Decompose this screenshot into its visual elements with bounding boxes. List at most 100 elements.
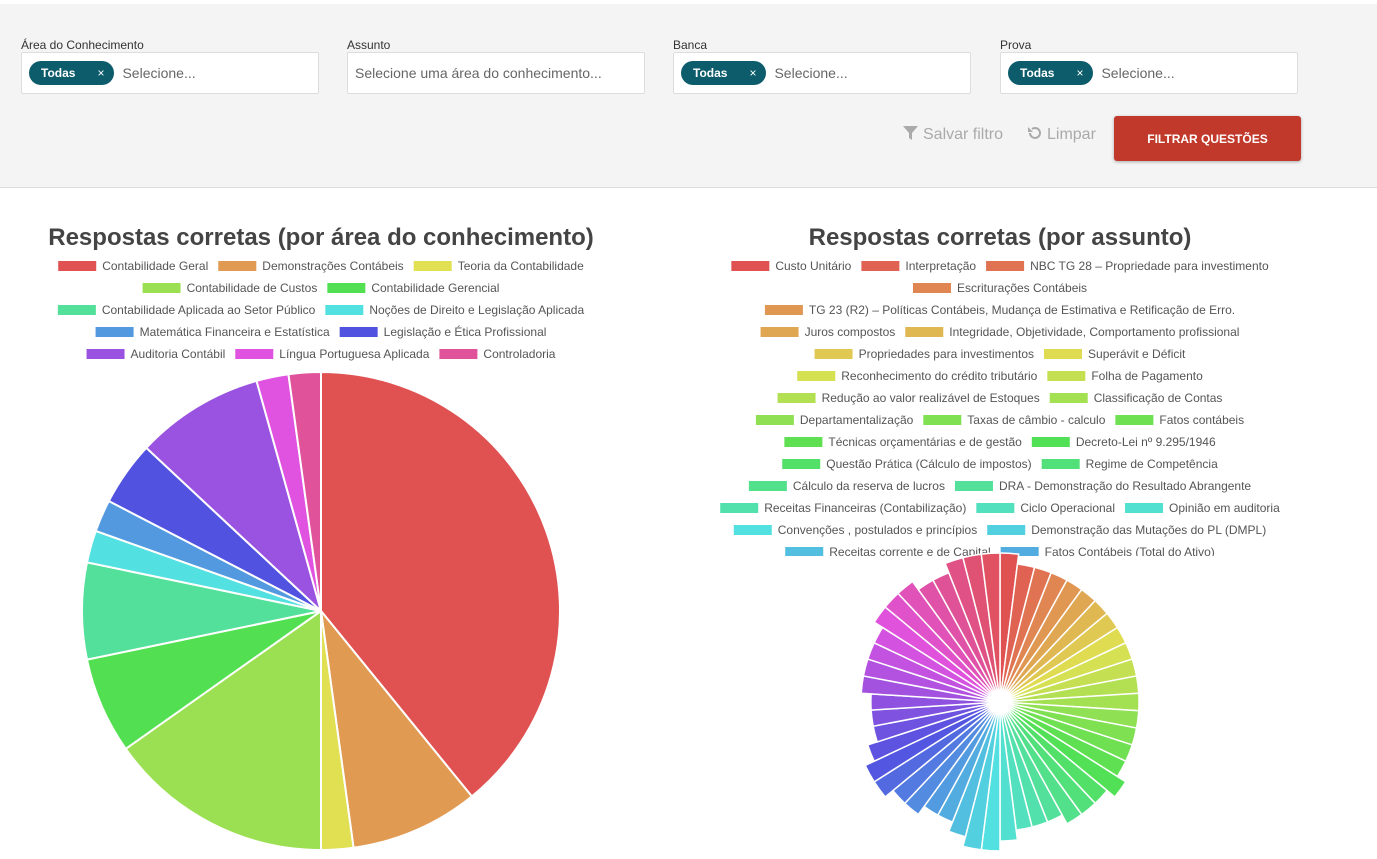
legend-swatch: [784, 437, 823, 447]
pie-slice: [320, 370, 561, 798]
legend-label: Demonstração das Mutações do PL (DMPL): [1031, 523, 1266, 537]
charts: Respostas corretas (por área do conhecim…: [48, 224, 1280, 852]
polar-slice: [999, 701, 1127, 799]
legend-swatch: [782, 459, 821, 469]
clear-text: Limpar: [1047, 126, 1096, 143]
legend-label: Redução ao valor realizável de Estoques: [822, 391, 1040, 405]
legend-label: Propriedades para investimentos: [859, 347, 1034, 361]
placeholder: Selecione...: [122, 65, 196, 81]
legend-label: DRA - Demonstração do Resultado Abrangen…: [999, 479, 1251, 493]
legend-label: Contabilidade Gerencial: [371, 281, 499, 295]
legend-label: Escriturações Contábeis: [957, 281, 1087, 295]
legend-label: Língua Portuguesa Aplicada: [279, 347, 429, 361]
legend-label: Matemática Financeira e Estatística: [140, 325, 330, 339]
legend-swatch: [1125, 503, 1164, 513]
legend-label: Integridade, Objetividade, Comportamento…: [949, 325, 1239, 339]
legend-swatch: [954, 481, 993, 491]
legend-label: Técnicas orçamentárias e de gestão: [828, 435, 1022, 449]
legend-label: Taxas de câmbio - calculo: [967, 413, 1105, 427]
filter-icon: [903, 126, 918, 140]
legend-swatch: [58, 261, 97, 271]
legend-swatch: [439, 349, 478, 359]
legend-label: Legislação e Ética Profissional: [384, 324, 547, 339]
legend-label: Contabilidade de Custos: [187, 281, 318, 295]
clear[interactable]: Limpar: [1027, 126, 1096, 144]
legend: Custo Unitário Interpretação NBC TG 28 – P…: [720, 259, 1280, 559]
chip[interactable]: Todas ×: [29, 61, 115, 85]
legend-label: Decreto-Lei nº 9.295/1946: [1076, 435, 1216, 449]
select-field[interactable]: Todas × Selecione...: [673, 52, 971, 94]
pie-slice: [319, 607, 474, 849]
legend-swatch: [748, 481, 787, 491]
legend-swatch: [764, 305, 803, 315]
chip-remove[interactable]: ×: [97, 66, 105, 80]
legend-swatch: [976, 503, 1015, 513]
polar-slice: [866, 701, 1001, 763]
legend-swatch: [327, 283, 366, 293]
legend-swatch: [1044, 349, 1083, 359]
legend-label: Controladoria: [483, 347, 555, 361]
pie-slice: [287, 370, 322, 612]
filter-bar: Área do Conhecimento Todas × Selecione... As…: [0, 0, 1377, 188]
legend-swatch: [339, 327, 378, 337]
select-field[interactable]: Todas × Selecione...: [1000, 52, 1298, 94]
legend-swatch: [95, 327, 134, 337]
polar-slice: [999, 701, 1083, 825]
legend-swatch: [912, 283, 951, 293]
legend-label: Fatos contábeis: [1159, 413, 1244, 427]
legend-label: Noções de Direito e Legislação Aplicada: [369, 303, 584, 317]
undo-icon: [1028, 127, 1041, 139]
polar-slice: [864, 701, 1001, 783]
legend-swatch: [1049, 393, 1088, 403]
legend-label: TG 23 (R2) – Políticas Contábeis, Mudanç…: [809, 303, 1235, 317]
placeholder: Selecione uma área do conhecimento...: [355, 65, 602, 81]
legend-swatch: [1041, 459, 1080, 469]
field-label: Prova: [1000, 38, 1032, 52]
submit-button[interactable]: FILTRAR QUESTÕES: [1114, 116, 1301, 161]
legend-label: Custo Unitário: [775, 259, 851, 273]
legend-swatch: [905, 327, 944, 337]
polar-slice: [896, 580, 1001, 703]
placeholder: Selecione...: [1101, 65, 1175, 81]
chip-text: Todas: [41, 66, 76, 80]
legend-swatch: [755, 415, 794, 425]
legend-label: Classificação de Contas: [1094, 391, 1223, 405]
polar-slice: [980, 552, 1001, 703]
legend-swatch: [720, 503, 759, 513]
chart-title: Respostas corretas (por assunto): [809, 224, 1192, 251]
legend-swatch: [923, 415, 962, 425]
legend-label: Contabilidade Geral: [102, 259, 208, 273]
pie-slice: [124, 609, 322, 852]
legend-swatch: [987, 525, 1026, 535]
legend-label: Teoria da Contabilidade: [458, 259, 584, 273]
legend-swatch: [731, 261, 770, 271]
legend-swatch: [218, 261, 257, 271]
chip[interactable]: Todas ×: [681, 61, 767, 85]
legend-label: Juros compostos: [805, 325, 896, 339]
legend-label: Fatos Contábeis (Total do Ativo): [1045, 545, 1215, 559]
legend-label: Departamentalização: [800, 413, 914, 427]
legend-swatch: [777, 393, 816, 403]
field-label: Área do Conhecimento: [21, 38, 144, 52]
chip[interactable]: Todas ×: [1008, 61, 1094, 85]
legend-label: Opinião em auditoria: [1169, 501, 1280, 515]
legend-swatch: [86, 349, 125, 359]
save-filter[interactable]: Salvar filtro: [903, 126, 1003, 144]
field-label: Assunto: [347, 38, 391, 52]
legend-swatch: [760, 327, 799, 337]
legend: Contabilidade Geral Demonstrações Contábe…: [57, 259, 584, 361]
legend-label: Regime de Competência: [1086, 457, 1218, 471]
legend-label: Superávit e Déficit: [1088, 347, 1186, 361]
chip-remove[interactable]: ×: [749, 66, 757, 80]
legend-label: Reconhecimento do crédito tributário: [841, 369, 1037, 383]
legend-label: Cálculo da reserva de lucros: [793, 479, 945, 493]
legend-swatch: [235, 349, 274, 359]
field-label: Banca: [673, 38, 708, 52]
legend-swatch: [861, 261, 900, 271]
select-field[interactable]: Todas × Selecione...: [21, 52, 319, 94]
legend-swatch: [1031, 437, 1070, 447]
legend-label: Ciclo Operacional: [1020, 501, 1115, 515]
select-field[interactable]: Selecione uma área do conhecimento...: [347, 52, 645, 94]
chip-remove[interactable]: ×: [1076, 66, 1084, 80]
